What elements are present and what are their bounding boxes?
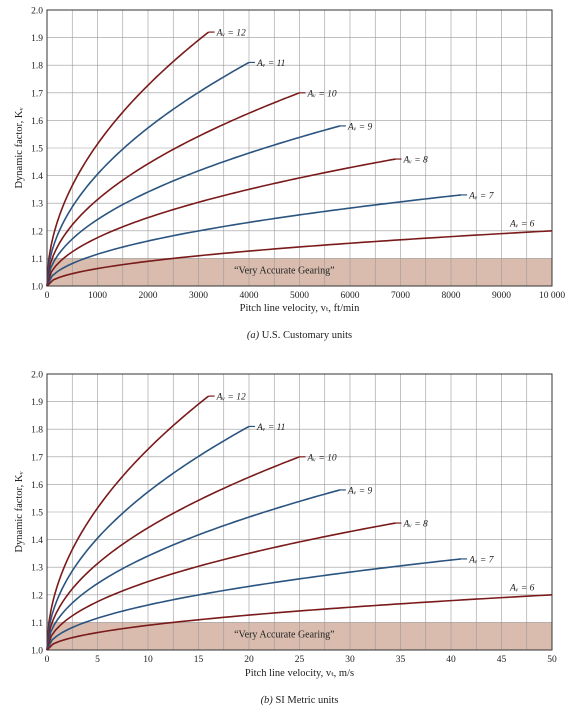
panel-caption: (a) U.S. Customary units <box>247 330 352 341</box>
x-tick-label: 7000 <box>391 291 410 301</box>
y-tick-label: 1.0 <box>31 647 43 657</box>
region-label: “Very Accurate Gearing” <box>234 266 335 277</box>
y-tick-label: 1.2 <box>31 227 43 237</box>
y-tick-label: 2.0 <box>31 7 43 17</box>
curve-line <box>46 522 396 651</box>
y-tick-label: 1.7 <box>31 89 43 99</box>
y-tick-label: 1.6 <box>31 481 43 491</box>
x-tick-label: 4000 <box>240 291 259 301</box>
x-tick-label: 6000 <box>341 291 360 301</box>
x-tick-label: 2000 <box>139 291 158 301</box>
plot-frame <box>46 9 553 287</box>
y-tick-label: 1.4 <box>31 536 43 546</box>
curve-label: Aᵥ = 11 <box>256 423 285 433</box>
x-tick-label: 35 <box>396 655 406 665</box>
curve-line <box>46 489 341 651</box>
x-tick-label: 20 <box>244 655 254 665</box>
curve-label: Aᵥ = 8 <box>402 520 428 530</box>
x-tick-label: 30 <box>345 655 355 665</box>
y-tick-label: 1.9 <box>31 398 43 408</box>
y-tick-label: 1.6 <box>31 117 43 127</box>
y-tick-label: 1.8 <box>31 62 43 72</box>
curve-label: Aᵥ = 6 <box>509 583 535 593</box>
curve-line <box>46 230 553 287</box>
x-tick-label: 0 <box>45 291 50 301</box>
x-tick-label: 15 <box>194 655 204 665</box>
y-tick-label: 1.9 <box>31 34 43 44</box>
curve-line <box>46 425 250 651</box>
x-tick-label: 10 <box>143 655 153 665</box>
curve-label: Aᵥ = 6 <box>509 219 535 229</box>
chart-panel-b: 0 5 10 15 20 25 30 35 40 45 50 1.0 1.1 1.2 1.3 1.4 1.5 1.… <box>14 371 557 707</box>
x-tick-label: 10 000 <box>539 291 565 301</box>
curve-line <box>46 558 462 651</box>
x-tick-label: 8000 <box>442 291 461 301</box>
curve-line <box>46 158 396 287</box>
curve-label: Aᵥ = 12 <box>216 393 246 403</box>
curve-label: Aᵥ = 10 <box>307 89 337 99</box>
y-tick-label: 1.4 <box>31 172 43 182</box>
x-tick-label: 45 <box>497 655 507 665</box>
x-axis-label: Pitch line velocity, vₜ, m/s <box>245 668 354 679</box>
y-axis-label: Dynamic factor, Kᵥ <box>14 471 25 553</box>
y-tick-label: 1.8 <box>31 426 43 436</box>
curve-line <box>46 395 210 651</box>
curve-line <box>46 125 341 287</box>
panel-caption: (b) SI Metric units <box>261 695 339 706</box>
curve-line <box>46 594 553 651</box>
y-tick-label: 2.0 <box>31 371 43 381</box>
x-tick-label: 5 <box>95 655 100 665</box>
y-tick-label: 1.7 <box>31 453 43 463</box>
y-tick-label: 1.1 <box>31 619 43 629</box>
curve-label: Aᵥ = 9 <box>347 486 373 496</box>
plot-frame <box>46 373 553 651</box>
x-tick-label: 5000 <box>290 291 309 301</box>
curve-label: Aᵥ = 7 <box>468 555 495 565</box>
x-tick-label: 50 <box>547 655 557 665</box>
curve-label: Aᵥ = 11 <box>256 59 285 69</box>
curve-label: Aᵥ = 12 <box>216 29 246 39</box>
x-tick-label: 0 <box>45 655 50 665</box>
grid <box>46 373 553 651</box>
y-tick-label: 1.3 <box>31 564 43 574</box>
curve-line <box>46 61 250 287</box>
y-tick-label: 1.2 <box>31 591 43 601</box>
x-tick-label: 1000 <box>88 291 107 301</box>
region-label: “Very Accurate Gearing” <box>234 630 335 641</box>
x-axis-label: Pitch line velocity, vₜ, ft/min <box>240 303 360 314</box>
curve-label: Aᵥ = 8 <box>402 156 428 166</box>
x-tick-label: 3000 <box>189 291 208 301</box>
y-tick-label: 1.1 <box>31 255 43 265</box>
curve-line <box>46 456 300 651</box>
x-tick-label: 40 <box>446 655 456 665</box>
y-tick-label: 1.0 <box>31 283 43 293</box>
curve-line <box>46 31 210 287</box>
curve-label: Aᵥ = 9 <box>347 122 373 132</box>
curve-label: Aᵥ = 10 <box>307 453 337 463</box>
chart-panel-a: 0 1000 2000 3000 4000 5000 6000 7000 8000 9000 10 … <box>14 7 565 342</box>
y-tick-label: 1.5 <box>31 145 43 155</box>
curve-line <box>46 92 300 287</box>
grid <box>46 9 553 287</box>
y-axis-label: Dynamic factor, Kᵥ <box>14 107 25 189</box>
y-tick-label: 1.3 <box>31 200 43 210</box>
x-tick-label: 25 <box>295 655 305 665</box>
curve-line <box>46 194 462 287</box>
y-tick-label: 1.5 <box>31 509 43 519</box>
curve-label: Aᵥ = 7 <box>468 191 495 201</box>
x-tick-label: 9000 <box>492 291 511 301</box>
